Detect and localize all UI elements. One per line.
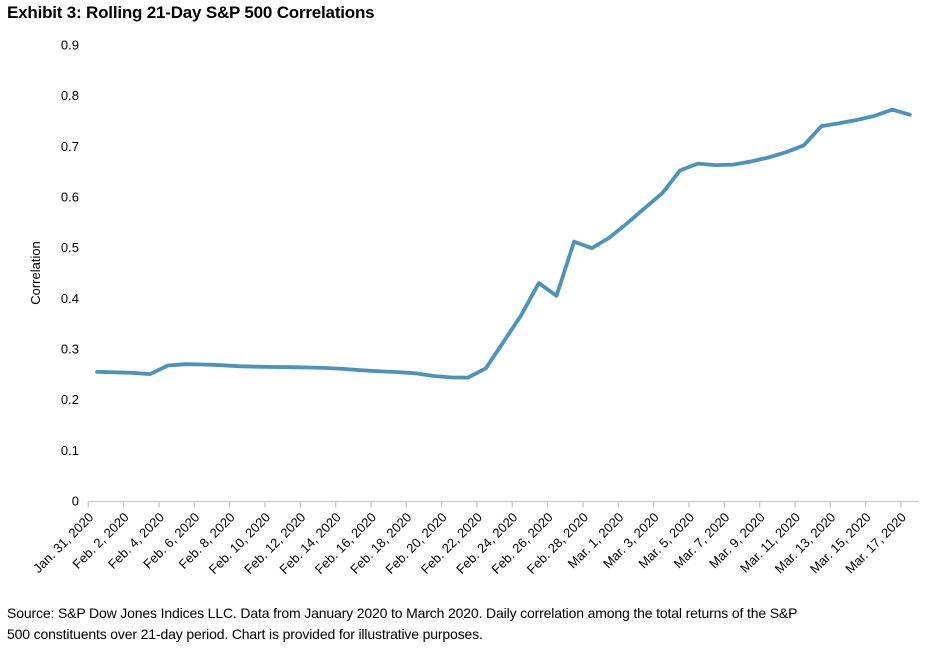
y-axis-tick-label: 0 bbox=[72, 494, 79, 509]
chart-title: Exhibit 3: Rolling 21-Day S&P 500 Correl… bbox=[7, 3, 375, 22]
y-axis-tick-label: 0.6 bbox=[61, 190, 79, 205]
y-axis-tick-label: 0.1 bbox=[61, 443, 79, 458]
source-note: Source: S&P Dow Jones Indices LLC. Data … bbox=[7, 603, 941, 645]
y-axis-title: Correlation bbox=[28, 241, 43, 305]
y-axis-tick-label: 0.7 bbox=[61, 139, 79, 154]
y-axis-tick-label: 0.5 bbox=[61, 240, 79, 255]
y-axis-tick-label: 0.4 bbox=[61, 291, 79, 306]
x-axis-tick-label: Jan. 31, 2020 bbox=[30, 510, 96, 576]
y-axis-tick-label: 0.3 bbox=[61, 342, 79, 357]
y-axis-tick-label: 0.9 bbox=[61, 38, 79, 53]
y-axis-tick-label: 0.8 bbox=[61, 88, 79, 103]
y-axis-tick-label: 0.2 bbox=[61, 392, 79, 407]
source-note-line1: Source: S&P Dow Jones Indices LLC. Data … bbox=[7, 605, 798, 621]
source-note-line2: 500 constituents over 21-day period. Cha… bbox=[7, 626, 483, 642]
correlation-series-line bbox=[95, 107, 912, 380]
